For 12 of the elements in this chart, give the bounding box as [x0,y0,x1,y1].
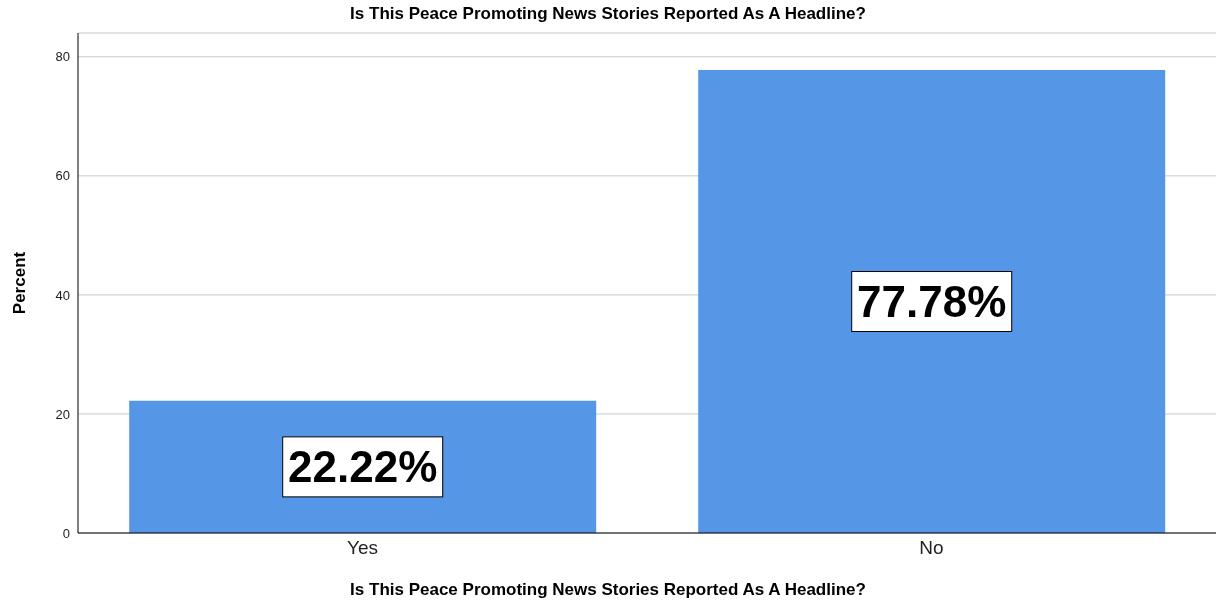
x-axis-title: Is This Peace Promoting News Stories Reported As A Headline? [349,580,867,600]
chart-title: Is This Peace Promoting News Stories Reported As A Headline? [349,4,867,24]
data-label: 22.22% [288,442,438,492]
y-tick-label: 40 [55,287,70,303]
y-tick-label: 60 [55,168,70,184]
y-axis-title: Percent [10,251,30,315]
data-label: 77.78% [857,277,1007,327]
x-tick-label: No [919,537,944,559]
y-tick-label: 0 [62,525,70,541]
y-tick-label: 20 [55,406,70,422]
y-tick-label: 80 [55,49,70,65]
x-tick-label: Yes [347,537,378,559]
